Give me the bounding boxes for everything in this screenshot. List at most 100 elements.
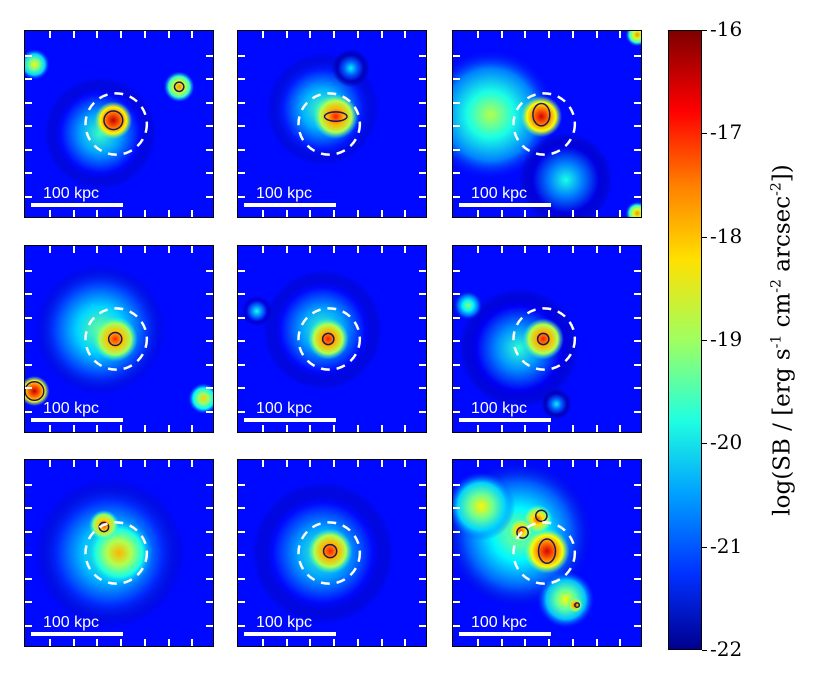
axis-tick <box>206 196 213 198</box>
axis-tick <box>501 425 503 432</box>
emission-blob <box>541 389 572 420</box>
axis-tick <box>404 639 406 646</box>
colorbar-tick-label: -17 <box>710 120 743 145</box>
axis-tick <box>634 149 641 151</box>
axis-tick <box>25 125 32 127</box>
axis-tick <box>238 55 245 57</box>
axis-tick <box>419 102 426 104</box>
axis-tick <box>238 340 245 342</box>
axis-tick <box>238 78 245 80</box>
axis-tick <box>453 102 460 104</box>
axis-tick <box>419 484 426 486</box>
axis-tick <box>206 554 213 556</box>
surface-brightness-map <box>25 460 213 646</box>
axis-tick <box>206 411 213 413</box>
axis-tick <box>572 460 574 467</box>
axis-tick <box>333 246 335 253</box>
axis-tick <box>419 554 426 556</box>
axis-tick <box>238 387 245 389</box>
axis-tick <box>262 210 264 217</box>
emission-blob <box>522 318 564 360</box>
axis-tick <box>619 246 621 253</box>
axis-tick <box>634 317 641 319</box>
axis-tick <box>453 364 460 366</box>
axis-tick <box>453 125 460 127</box>
contour-line <box>516 526 529 539</box>
axis-tick <box>477 246 479 253</box>
axis-tick <box>206 364 213 366</box>
axis-tick <box>572 639 574 646</box>
axis-tick <box>381 31 383 38</box>
scale-bar <box>459 418 551 422</box>
axis-tick <box>120 460 122 467</box>
axis-tick <box>206 625 213 627</box>
axis-tick <box>333 210 335 217</box>
axis-tick <box>419 172 426 174</box>
axis-tick <box>634 196 641 198</box>
axis-tick <box>238 102 245 104</box>
axis-tick <box>357 246 359 253</box>
axis-tick <box>634 78 641 80</box>
axis-tick <box>73 425 75 432</box>
colorbar-tick-label: -19 <box>710 327 743 351</box>
axis-tick <box>168 31 170 38</box>
axis-tick <box>453 340 460 342</box>
colorbar-label-exponent: -2 <box>768 279 785 293</box>
axis-tick <box>572 210 574 217</box>
contour-line <box>322 543 338 559</box>
axis-tick <box>548 210 550 217</box>
contour-line <box>103 110 124 131</box>
axis-tick <box>73 31 75 38</box>
contour-line <box>321 332 335 346</box>
axis-tick <box>501 460 503 467</box>
axis-tick <box>381 460 383 467</box>
axis-tick <box>596 210 598 217</box>
axis-tick <box>168 460 170 467</box>
scale-bar <box>31 203 123 207</box>
colorbar-tick-label: -21 <box>710 533 743 558</box>
axis-tick <box>206 387 213 389</box>
axis-tick <box>596 246 598 253</box>
axis-tick <box>596 639 598 646</box>
axis-tick <box>501 210 503 217</box>
axis-tick <box>73 460 75 467</box>
axis-tick <box>206 531 213 533</box>
axis-tick <box>191 31 193 38</box>
axis-tick <box>453 293 460 295</box>
aperture-circle <box>297 521 362 585</box>
emission-blob <box>164 71 195 102</box>
axis-tick <box>381 210 383 217</box>
axis-tick <box>453 507 460 509</box>
axis-tick <box>634 411 641 413</box>
axis-tick <box>25 196 32 198</box>
sb-map-panel: 100 kpc <box>237 30 427 218</box>
axis-tick <box>238 625 245 627</box>
axis-tick <box>25 340 32 342</box>
axis-tick <box>25 387 32 389</box>
axis-tick <box>206 78 213 80</box>
axis-tick <box>357 210 359 217</box>
axis-tick <box>25 55 32 57</box>
axis-tick <box>25 364 32 366</box>
colorbar-tick <box>702 30 707 31</box>
axis-tick <box>49 639 51 646</box>
axis-tick <box>477 460 479 467</box>
axis-tick <box>453 484 460 486</box>
axis-tick <box>381 246 383 253</box>
sb-map-panel: 100 kpc <box>452 245 642 433</box>
axis-tick <box>381 639 383 646</box>
axis-tick <box>191 460 193 467</box>
emission-blob <box>188 383 213 414</box>
axis-tick <box>404 246 406 253</box>
axis-tick <box>238 270 245 272</box>
axis-tick <box>206 125 213 127</box>
colorbar-tick-label: -22 <box>710 637 743 661</box>
colorbar <box>668 30 702 650</box>
aperture-circle <box>297 92 362 156</box>
axis-tick <box>619 31 621 38</box>
axis-tick <box>262 31 264 38</box>
contour-line <box>536 332 550 346</box>
scale-bar-label: 100 kpc <box>471 400 528 417</box>
axis-tick <box>49 460 51 467</box>
axis-tick <box>206 340 213 342</box>
